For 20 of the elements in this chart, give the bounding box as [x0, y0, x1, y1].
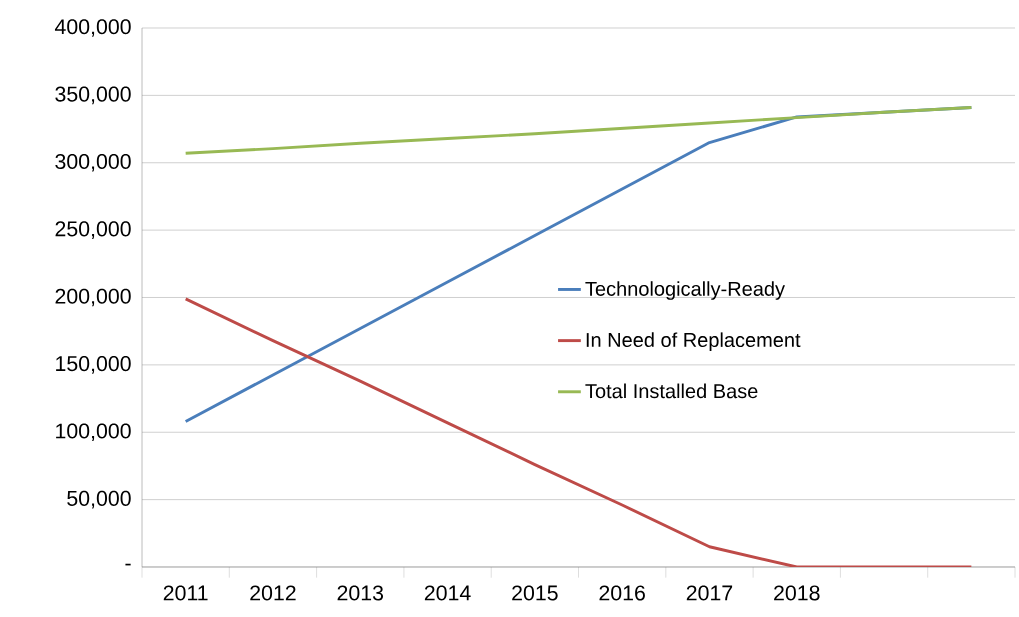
- y-tick-label: 150,000: [56, 356, 131, 374]
- x-tick-label: 2015: [512, 585, 558, 601]
- y-tick-label: 50,000: [67, 490, 131, 509]
- x-tick-label: 2011: [163, 585, 208, 601]
- y-tick-label: 100,000: [56, 423, 131, 442]
- x-tick-label: 2017: [686, 585, 733, 601]
- x-tick-label: 2016: [599, 585, 645, 601]
- legend-label: Total Installed Base: [585, 383, 758, 399]
- y-tick-label: -: [125, 563, 131, 566]
- x-tick-label: 2014: [424, 585, 471, 601]
- y-tick-label: 400,000: [54, 19, 131, 37]
- y-tick-label: 300,000: [55, 153, 131, 172]
- y-tick-label: 250,000: [55, 221, 131, 239]
- y-tick-label: 350,000: [55, 86, 131, 105]
- legend-label: Technologically-Ready: [585, 281, 785, 300]
- x-tick-label: 2013: [337, 585, 384, 601]
- x-tick-label: 2012: [250, 585, 296, 601]
- x-tick-label: 2018: [774, 585, 820, 601]
- y-tick-label: 200,000: [55, 288, 131, 307]
- legend-label: In Need of Replacement: [586, 332, 801, 352]
